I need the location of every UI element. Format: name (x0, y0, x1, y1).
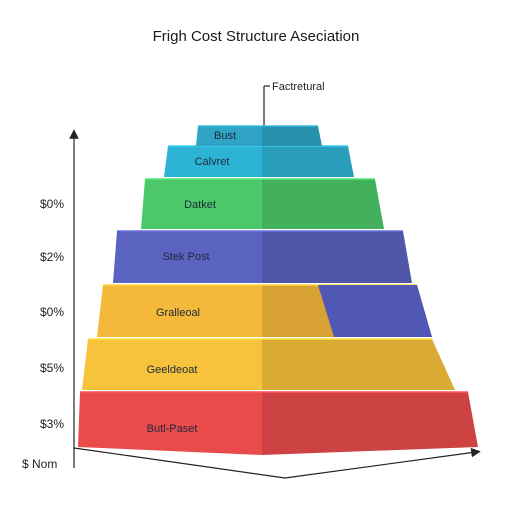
top-label: Factretural (272, 81, 325, 93)
tier-label: Stek Post (162, 251, 209, 263)
tier-side-face (262, 339, 455, 390)
y-label: $3% (40, 417, 64, 431)
pyramid-tiers: Bust Calvret Datket Stek Post Gralleoal Geeld… (78, 125, 478, 455)
tier-side-face (262, 146, 354, 177)
axis-origin-label: $ Nom (22, 457, 57, 471)
tier-side-face (262, 231, 412, 283)
y-label: $0% (40, 305, 64, 319)
page-title: Frigh Cost Structure Aseciation (152, 28, 360, 45)
tier-front-face (113, 231, 262, 283)
tier-front-face (196, 126, 262, 146)
tier-front-face (82, 339, 262, 390)
side-block (318, 285, 432, 337)
tier-front-face (141, 179, 262, 229)
tier-label: Calvret (195, 156, 230, 168)
y-axis-labels: $0% $2% $0% $5% $3% (40, 197, 64, 431)
tier-side-face (262, 392, 478, 455)
y-label: $0% (40, 197, 64, 211)
tier-front-face (78, 392, 262, 455)
tier-label: Gralleoal (156, 307, 200, 319)
tier-front-face (97, 285, 262, 337)
tier-label: Bust (214, 130, 236, 142)
tier-label: Butl-Paset (147, 423, 198, 435)
tier-front-face (164, 146, 262, 177)
tier-side-face (262, 179, 384, 229)
x-axis (73, 447, 481, 479)
tier-side-face (262, 126, 322, 146)
tier-label: Geeldeoat (147, 364, 198, 376)
y-label: $2% (40, 250, 64, 264)
tier-label: Datket (184, 199, 216, 211)
y-label: $5% (40, 361, 64, 375)
